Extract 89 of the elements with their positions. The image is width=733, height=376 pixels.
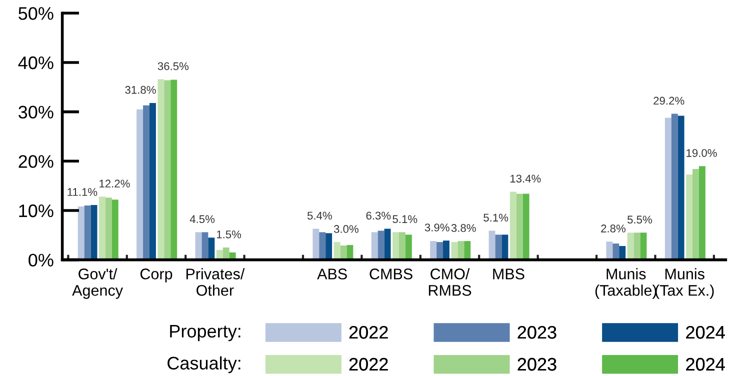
legend-label: 2024 [686, 326, 725, 339]
y-tick-label: 50% [18, 7, 54, 20]
bar [516, 194, 523, 260]
y-tick-label: 0% [28, 254, 54, 267]
bar [664, 118, 672, 260]
bar [319, 232, 326, 260]
bar [164, 80, 171, 260]
bar [430, 241, 437, 260]
x-tick-label: Privates/ Other [186, 268, 245, 296]
bar [90, 205, 98, 260]
data-label: 5.1% [484, 214, 508, 222]
data-label: 2.8% [601, 224, 626, 232]
bar [346, 245, 354, 260]
bar [510, 192, 516, 260]
bar [112, 200, 118, 260]
bar [692, 169, 699, 260]
bar [398, 232, 406, 260]
data-label: 3.9% [424, 224, 450, 232]
bar [170, 80, 178, 260]
bar [612, 244, 620, 260]
bar [458, 241, 464, 260]
bar [158, 79, 164, 260]
bar [312, 228, 320, 260]
y-tick-label: 10% [19, 204, 54, 218]
legend-label: 2023 [518, 326, 556, 339]
bar [686, 174, 692, 260]
bar [105, 198, 112, 260]
x-tick-label: Gov't/ Agency [72, 268, 123, 299]
y-tick-label: 30% [18, 106, 54, 119]
text: Casualty: [168, 356, 240, 374]
data-label: 12.2% [100, 180, 130, 188]
data-label: 29.2% [654, 96, 684, 105]
bar [136, 109, 144, 260]
bar [202, 232, 208, 260]
data-label: 5.1% [392, 215, 418, 224]
data-label: 13.4% [510, 174, 541, 183]
bar [698, 166, 706, 260]
bar [436, 242, 444, 260]
data-label: 36.5% [158, 62, 189, 70]
x-tick-label: Munis (Taxable) [595, 268, 656, 299]
bar [619, 246, 626, 260]
data-label: 31.8% [125, 86, 156, 94]
bar [149, 102, 156, 260]
bar [98, 196, 106, 260]
bar [378, 230, 384, 260]
bar [634, 232, 640, 260]
data-label: 6.3% [366, 212, 391, 220]
bar [78, 206, 84, 260]
data-label: 19.0% [686, 149, 717, 157]
bar [606, 242, 613, 260]
x-tick-label: Munis (Tax Ex.) [655, 268, 714, 299]
bar [371, 232, 378, 260]
bar [627, 232, 634, 260]
y-tick-label: 20% [18, 155, 54, 168]
x-tick-label: ABS [317, 268, 347, 280]
bar [488, 230, 496, 260]
legend-label: 2023 [518, 358, 556, 371]
data-label: 4.5% [190, 215, 215, 224]
bar [334, 242, 340, 260]
x-tick-label: CMO/ RMBS [428, 268, 472, 296]
bar [464, 241, 471, 260]
text: Property: [170, 325, 240, 342]
bar [502, 234, 508, 260]
bar [443, 240, 450, 260]
bar [451, 242, 458, 260]
bar [671, 114, 678, 260]
bar [384, 228, 391, 260]
data-label: 3.8% [451, 224, 476, 232]
bar [222, 247, 230, 260]
legend-label: 2022 [349, 358, 388, 371]
legend-label: 2022 [349, 326, 388, 339]
y-tick-label: 40% [18, 56, 54, 70]
data-label: 5.4% [307, 212, 332, 220]
bar [522, 194, 530, 260]
data-label: 3.0% [334, 225, 358, 233]
legend-label: 2024 [686, 358, 725, 371]
bar [143, 105, 150, 260]
data-label: 1.5% [216, 230, 242, 238]
bar [326, 233, 332, 260]
data-label: 11.1% [68, 188, 98, 196]
x-tick-label: Corp [140, 268, 172, 282]
data-label: 5.5% [627, 216, 652, 224]
bar [392, 232, 399, 260]
x-tick-label: CMBS [370, 268, 412, 280]
bar [208, 238, 215, 260]
bar [405, 234, 412, 260]
x-tick-label: MBS [493, 268, 524, 280]
bar [84, 206, 91, 260]
bar [678, 116, 684, 260]
